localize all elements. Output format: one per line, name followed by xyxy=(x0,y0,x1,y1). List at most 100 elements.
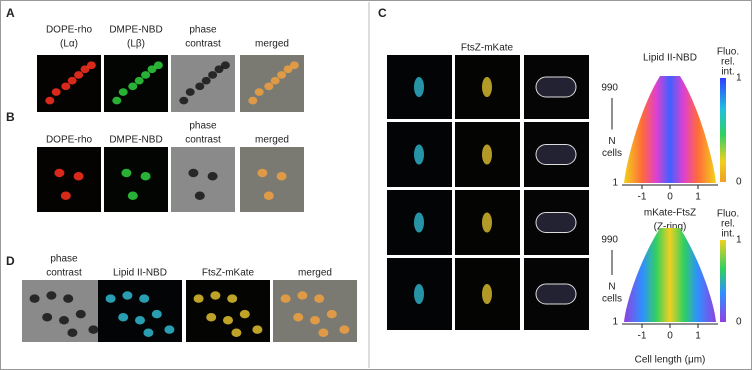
label: 1 xyxy=(612,178,618,189)
cell xyxy=(29,294,40,303)
cell xyxy=(80,65,90,74)
cell xyxy=(45,96,55,105)
cell xyxy=(86,61,96,70)
signal xyxy=(482,144,492,165)
cell xyxy=(289,61,299,70)
label: -1 xyxy=(638,331,647,342)
cell xyxy=(139,294,150,303)
cell xyxy=(121,168,132,178)
label: cells xyxy=(602,148,622,159)
label: DOPE-rho xyxy=(46,135,93,146)
cell xyxy=(193,294,204,303)
label: (Lα) xyxy=(60,39,78,50)
cell xyxy=(42,312,53,322)
cell xyxy=(252,325,263,334)
label: 0 xyxy=(736,177,742,188)
label: -1 xyxy=(638,192,647,203)
cell xyxy=(179,96,189,105)
label: B xyxy=(6,110,15,124)
cell xyxy=(59,316,69,325)
signal xyxy=(414,284,424,304)
signal xyxy=(414,144,424,165)
label: C xyxy=(378,6,387,20)
cell xyxy=(194,191,205,200)
label: D xyxy=(6,254,15,268)
label: rel. xyxy=(721,219,735,230)
cell xyxy=(141,71,151,79)
cell xyxy=(61,82,71,91)
label: contrast xyxy=(185,39,221,50)
label: 0 xyxy=(667,331,673,342)
heatmap xyxy=(624,228,716,322)
cell xyxy=(277,71,287,79)
label: N xyxy=(608,282,615,293)
label: phase xyxy=(189,25,217,36)
cell-outline xyxy=(535,212,577,233)
cell xyxy=(220,61,230,70)
cell xyxy=(314,294,325,303)
label: FtsZ-mKate xyxy=(461,43,514,54)
cell-outline xyxy=(535,76,577,98)
cell xyxy=(164,325,175,334)
colorbar xyxy=(720,78,726,182)
label: 0 xyxy=(736,317,742,328)
cell xyxy=(231,328,242,337)
cell xyxy=(283,65,293,74)
label: N xyxy=(608,136,615,147)
cell xyxy=(293,312,304,322)
colorbar xyxy=(720,240,726,322)
cell xyxy=(195,82,205,91)
micrograph xyxy=(240,147,304,212)
signal xyxy=(482,284,492,304)
cell xyxy=(223,316,233,325)
cell xyxy=(112,96,122,105)
cell xyxy=(153,61,163,70)
label: Lipid II-NBD xyxy=(643,53,697,64)
cell xyxy=(257,168,268,178)
label: DMPE-NBD xyxy=(109,135,162,146)
label: contrast xyxy=(46,268,82,279)
label: (Lβ) xyxy=(127,39,145,50)
cell xyxy=(60,191,71,200)
cell xyxy=(67,76,77,85)
cell xyxy=(208,71,218,79)
micrograph xyxy=(104,147,168,212)
label: 990 xyxy=(601,235,618,246)
label: phase xyxy=(50,254,78,265)
cell xyxy=(118,312,129,322)
label: merged xyxy=(255,135,289,146)
cell xyxy=(270,76,280,85)
micrograph xyxy=(37,147,101,212)
cell xyxy=(73,172,84,181)
heatmap xyxy=(624,76,716,183)
cell xyxy=(63,294,74,303)
label: merged xyxy=(298,268,332,279)
cell xyxy=(280,294,291,303)
label: 1 xyxy=(695,192,701,203)
cell xyxy=(248,96,258,105)
cell xyxy=(188,168,199,178)
label: 1 xyxy=(736,235,742,246)
cell xyxy=(264,82,274,91)
signal xyxy=(482,212,492,233)
cell xyxy=(74,71,84,79)
cell xyxy=(276,172,287,181)
cell xyxy=(128,82,138,91)
cell xyxy=(122,291,133,300)
label: Lipid II-NBD xyxy=(113,268,167,279)
label: Fluo. xyxy=(717,47,739,58)
cell xyxy=(254,88,264,96)
label: (Z-ring) xyxy=(654,222,687,233)
cell xyxy=(151,309,162,319)
label: Cell length (μm) xyxy=(635,355,706,366)
cell xyxy=(143,328,154,337)
cell xyxy=(88,325,99,334)
cell xyxy=(326,309,337,319)
cell xyxy=(54,168,65,178)
cell xyxy=(310,316,320,325)
label: 1 xyxy=(612,317,618,328)
cell xyxy=(201,76,211,85)
label: phase xyxy=(189,121,217,132)
cell xyxy=(140,172,151,181)
